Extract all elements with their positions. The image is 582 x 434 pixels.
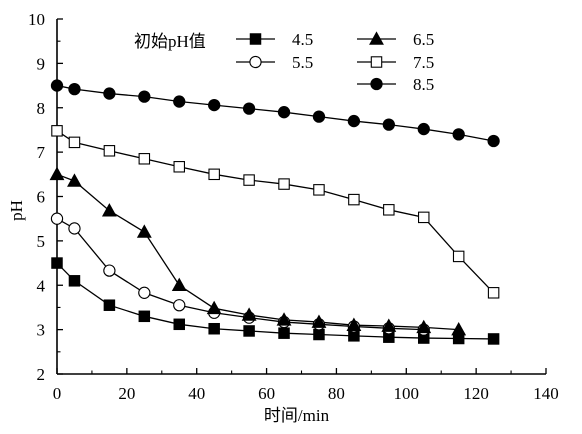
data-point-series-0 [243, 325, 255, 337]
legend-label-0: 4.5 [292, 30, 313, 49]
data-point-series-2 [49, 166, 65, 181]
data-point-series-4 [138, 90, 151, 103]
legend-marker-4 [370, 77, 383, 91]
data-point-series-1 [103, 264, 116, 277]
data-point-series-4 [173, 95, 186, 108]
data-point-series-3 [452, 250, 465, 263]
data-point-series-3 [138, 153, 151, 165]
data-point-series-2 [136, 224, 152, 238]
data-point-series-0 [51, 257, 63, 269]
data-point-series-0 [68, 275, 81, 287]
data-point-series-0 [313, 328, 325, 341]
x-tick-label: 100 [394, 384, 420, 403]
y-tick-label: 2 [37, 365, 46, 384]
data-point-series-2 [416, 319, 432, 334]
data-point-series-3 [313, 184, 325, 196]
data-point-series-3 [278, 178, 290, 190]
x-tick-label: 120 [463, 384, 489, 403]
data-point-series-3 [383, 204, 395, 216]
data-point-series-4 [103, 87, 116, 100]
series-line-0 [56, 262, 494, 340]
legend-label-2: 6.5 [413, 30, 434, 49]
y-axis-title: pH [7, 200, 26, 221]
data-point-series-3 [51, 125, 63, 137]
x-tick-label: 0 [53, 384, 62, 403]
y-tick-label: 7 [37, 143, 46, 162]
x-tick-label: 40 [188, 384, 205, 403]
y-tick-label: 10 [28, 10, 45, 29]
series-line-3 [56, 130, 495, 294]
data-point-series-2 [101, 203, 117, 217]
data-point-series-4 [382, 118, 395, 131]
data-point-series-2 [311, 314, 327, 328]
data-point-series-4 [312, 110, 326, 123]
data-point-series-3 [208, 168, 220, 181]
data-point-series-3 [68, 136, 81, 149]
y-tick-label: 4 [37, 276, 46, 295]
data-point-series-2 [206, 300, 222, 315]
data-point-series-1 [50, 212, 64, 225]
data-point-series-3 [348, 193, 360, 206]
data-point-series-1 [138, 286, 151, 299]
series-markers [49, 79, 500, 345]
data-point-series-0 [278, 327, 290, 339]
y-tick-label: 5 [37, 232, 46, 251]
data-point-series-0 [487, 333, 500, 345]
legend-marker-0 [249, 33, 262, 45]
data-point-series-2 [451, 321, 467, 336]
x-tick-label: 140 [533, 384, 559, 403]
legend-label-4: 8.5 [413, 75, 434, 94]
y-tick-label: 6 [37, 188, 46, 207]
data-point-series-4 [277, 106, 291, 119]
data-point-series-3 [103, 145, 116, 157]
data-point-series-0 [138, 310, 151, 323]
legend-label-1: 5.5 [292, 53, 313, 72]
data-point-series-2 [346, 317, 362, 331]
x-tick-label: 80 [328, 384, 345, 403]
data-point-series-0 [208, 322, 220, 335]
data-point-series-0 [173, 318, 186, 331]
data-point-series-2 [381, 318, 397, 332]
data-point-series-3 [487, 287, 500, 299]
data-point-series-4 [487, 134, 500, 148]
data-point-series-0 [103, 299, 116, 311]
data-point-series-1 [173, 299, 186, 312]
data-point-series-4 [452, 128, 465, 141]
data-point-series-4 [50, 79, 64, 92]
legend-title: 初始pH值 [134, 32, 206, 51]
data-point-series-4 [208, 98, 221, 112]
legend-marker-3 [370, 56, 383, 68]
legend-label-3: 7.5 [413, 53, 434, 72]
x-tick-label: 60 [258, 384, 275, 403]
data-point-series-3 [173, 161, 186, 173]
data-point-series-4 [242, 102, 256, 115]
y-tick-label: 8 [37, 99, 46, 118]
series-line-2 [56, 173, 459, 331]
y-tick-label: 9 [37, 54, 46, 73]
data-point-series-1 [68, 222, 81, 235]
data-point-series-3 [243, 174, 255, 186]
data-point-series-2 [67, 173, 82, 187]
data-point-series-2 [276, 312, 292, 326]
y-tick-label: 3 [37, 321, 46, 340]
legend-marker-1 [249, 55, 262, 69]
x-axis-title: 时间/min [264, 406, 330, 425]
data-point-series-2 [171, 277, 187, 292]
data-point-series-4 [417, 122, 430, 136]
data-point-series-2 [241, 307, 257, 321]
data-point-series-3 [417, 211, 430, 224]
data-point-series-4 [347, 114, 361, 128]
data-point-series-4 [68, 82, 81, 96]
x-tick-label: 20 [118, 384, 135, 403]
legend: 初始pH值 4.5 5.5 6.5 7.5 8.5 [134, 30, 434, 94]
legend-marker-2 [369, 31, 384, 45]
